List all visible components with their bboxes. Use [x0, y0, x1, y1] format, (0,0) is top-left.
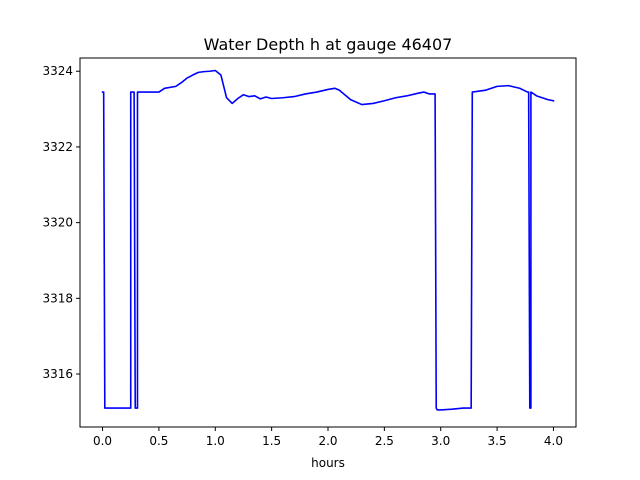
y-tick-label: 3316	[42, 367, 73, 381]
x-tick-label: 2.0	[318, 434, 337, 448]
y-tick-label: 3324	[42, 64, 73, 78]
axes: 0.0 0.5 1.0 1.5 2.0 2.5 3.0 3.5 4.0 3316 3318 3320 3…	[42, 57, 577, 448]
plot-area	[101, 69, 555, 411]
chart-title: Water Depth h at gauge 46407	[204, 35, 453, 54]
x-tick-label: 0.5	[149, 434, 168, 448]
x-axis-label: hours	[311, 456, 345, 470]
x-tick-label: 0.0	[93, 434, 112, 448]
y-tick-label: 3318	[42, 291, 73, 305]
y-tick-label: 3320	[42, 216, 73, 230]
x-tick-label: 3.5	[488, 434, 507, 448]
x-tick-label: 1.0	[206, 434, 225, 448]
x-tick-label: 3.0	[431, 434, 450, 448]
x-tick-label: 4.0	[544, 434, 563, 448]
series-line-0	[101, 69, 555, 411]
x-tick-label: 2.5	[375, 434, 394, 448]
y-tick-label: 3322	[42, 140, 73, 154]
x-tick-label: 1.5	[262, 434, 281, 448]
